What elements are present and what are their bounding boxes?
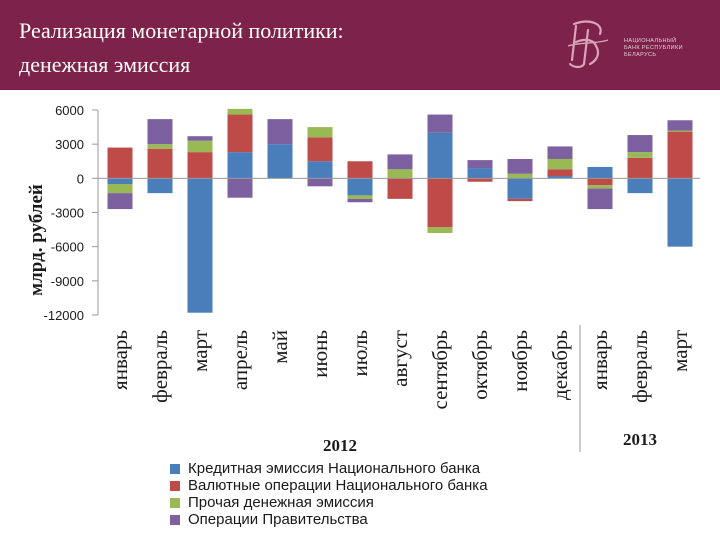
x-tick-label: март bbox=[668, 330, 692, 372]
y-axis-label: млрд. рублей bbox=[26, 184, 47, 296]
bar-segment bbox=[547, 169, 573, 177]
x-tick-label: март bbox=[188, 330, 212, 372]
bar-segment bbox=[227, 152, 253, 179]
bar-segment bbox=[307, 178, 333, 187]
bar-segment bbox=[667, 131, 693, 179]
bar-segment bbox=[107, 184, 133, 194]
bar-segment bbox=[347, 161, 373, 179]
bar-segment bbox=[187, 178, 213, 313]
bar-segment bbox=[587, 188, 613, 210]
x-tick-label: июнь bbox=[308, 330, 332, 378]
bar-segment bbox=[267, 119, 293, 145]
x-tick-label: сентябрь bbox=[428, 330, 452, 409]
bar-segment bbox=[667, 130, 693, 132]
bar-segment bbox=[147, 144, 173, 149]
bar-segment bbox=[227, 178, 253, 198]
y-tick-label: 3000 bbox=[55, 137, 84, 152]
y-tick-label: -6000 bbox=[51, 240, 84, 255]
bar-segment bbox=[627, 135, 653, 153]
bar-segment bbox=[427, 132, 453, 179]
bar-segment bbox=[147, 178, 173, 194]
bar-segment bbox=[587, 166, 613, 179]
bar-segment bbox=[627, 152, 653, 158]
emission-chart: млрд. рублей 6000 3000 0 -3000 -6000 -9000 -12… bbox=[26, 103, 700, 455]
legend-swatch bbox=[170, 481, 180, 491]
x-tick-label: май bbox=[268, 330, 292, 364]
x-tick-label: август bbox=[388, 330, 412, 387]
bar-segment bbox=[507, 198, 533, 202]
title-bar: Реализация монетарной политики: денежная… bbox=[0, 0, 720, 90]
bar-segment bbox=[387, 154, 413, 170]
bar-segment bbox=[307, 137, 333, 162]
bar-segment bbox=[107, 193, 133, 210]
bar-segment bbox=[507, 178, 533, 199]
legend-swatch bbox=[170, 515, 180, 525]
bar-segment bbox=[187, 152, 213, 179]
y-tick-label: 6000 bbox=[55, 103, 84, 118]
legend-swatch bbox=[170, 464, 180, 474]
bar-segment bbox=[667, 120, 693, 131]
y-tick-label: -3000 bbox=[51, 206, 84, 221]
slide-title-line-1: Реализация монетарной политики: bbox=[19, 18, 344, 43]
legend-label: Операции Правительства bbox=[188, 511, 368, 528]
bar-segment bbox=[147, 148, 173, 179]
x-tick-label: ноябрь bbox=[508, 330, 532, 392]
x-tick-label: февраль bbox=[628, 330, 652, 403]
x-tick-label: январь bbox=[588, 330, 612, 390]
bar-segment bbox=[427, 178, 453, 228]
bar-segment bbox=[347, 178, 373, 196]
bar-segment bbox=[147, 119, 173, 145]
bar-segment bbox=[467, 160, 493, 169]
bar-segment bbox=[307, 161, 333, 179]
bar-segment bbox=[587, 178, 613, 186]
bar-segment bbox=[467, 168, 493, 179]
x-tick-label: декабрь bbox=[548, 330, 572, 400]
y-tick-label: -12000 bbox=[44, 308, 84, 323]
bar-segment bbox=[427, 227, 453, 233]
x-tick-label: октябрь bbox=[468, 330, 492, 400]
bar-segment bbox=[627, 178, 653, 194]
bar-segment bbox=[427, 114, 453, 133]
bar-segment bbox=[387, 178, 413, 199]
bar-segment bbox=[547, 146, 573, 159]
bar-area bbox=[98, 108, 700, 313]
bar-segment bbox=[107, 178, 133, 185]
bar-segment bbox=[267, 144, 293, 179]
legend-label: Валютные операции Национального банка bbox=[188, 477, 488, 494]
bar-segment bbox=[187, 140, 213, 153]
x-tick-label: февраль bbox=[148, 330, 172, 403]
x-tick-label: апрель bbox=[228, 330, 252, 390]
bar-segment bbox=[627, 157, 653, 179]
bar-segment bbox=[547, 158, 573, 170]
bar-segment bbox=[347, 198, 373, 203]
y-tick-label: 0 bbox=[77, 171, 84, 186]
x-tick-label: январь bbox=[108, 330, 132, 390]
bar-segment bbox=[227, 108, 253, 115]
bar-segment bbox=[547, 176, 573, 179]
bar-segment bbox=[467, 178, 493, 182]
year-group-label: 2013 bbox=[623, 430, 657, 449]
y-tick-label: -9000 bbox=[51, 274, 84, 289]
bar-segment bbox=[507, 158, 533, 174]
bank-logo-text: НАЦИОНАЛЬНЫЙ БАНК РЕСПУБЛИКИ БЕЛАРУСЬ bbox=[624, 38, 683, 58]
bar-segment bbox=[347, 195, 373, 199]
year-group-label: 2012 bbox=[323, 436, 357, 455]
x-tick-label: июль bbox=[348, 330, 372, 376]
bar-segment bbox=[387, 169, 413, 179]
legend-label: Кредитная эмиссия Национального банка bbox=[188, 460, 481, 477]
bar-segment bbox=[227, 114, 253, 153]
bar-segment bbox=[507, 173, 533, 179]
legend-swatch bbox=[170, 498, 180, 508]
bar-segment bbox=[107, 147, 133, 179]
bar-segment bbox=[587, 185, 613, 189]
legend-label: Прочая денежная эмиссия bbox=[188, 494, 374, 511]
bar-segment bbox=[187, 136, 213, 141]
x-axis: январь февраль март апрель май июнь июль август… bbox=[108, 330, 692, 409]
bar-segment bbox=[307, 127, 333, 138]
slide-title-line-2: денежная эмиссия bbox=[19, 52, 191, 77]
bank-logo-icon bbox=[567, 20, 609, 69]
y-axis: 6000 3000 0 -3000 -6000 -9000 -12000 bbox=[44, 103, 99, 323]
bar-segment bbox=[667, 178, 693, 247]
year-groups: 2012 2013 bbox=[323, 325, 657, 455]
